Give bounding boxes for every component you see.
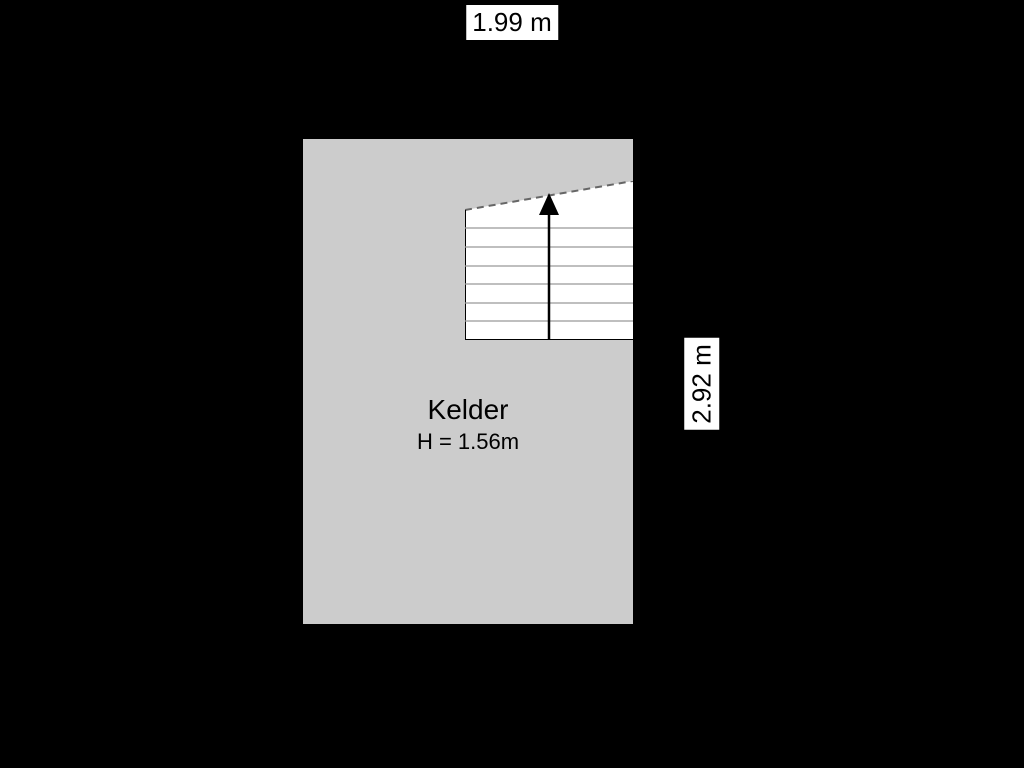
dimension-width-label: 1.99 m xyxy=(466,5,558,40)
stairs-icon xyxy=(465,210,633,340)
room-kelder: Kelder H = 1.56m xyxy=(303,139,633,624)
room-height-label: H = 1.56m xyxy=(417,429,519,455)
room-name: Kelder xyxy=(428,394,509,426)
dimension-height-label: 2.92 m xyxy=(684,338,719,430)
stairs-svg xyxy=(465,181,633,340)
